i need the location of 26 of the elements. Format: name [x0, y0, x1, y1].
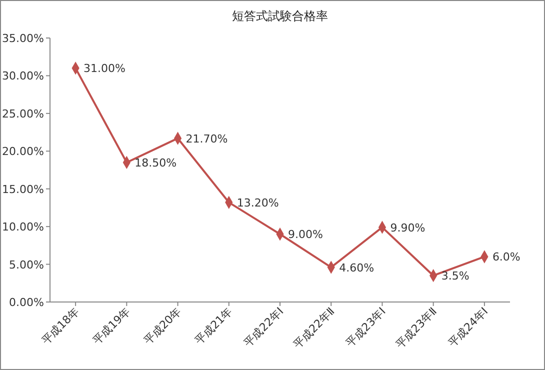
data-label: 21.70% — [186, 132, 228, 146]
x-tick-label: 平成24年Ⅰ — [446, 304, 491, 350]
data-label: 4.60% — [339, 261, 374, 274]
data-label: 9.00% — [288, 228, 323, 242]
y-tick-label: 35.00% — [2, 32, 44, 45]
x-tick-label: 平成22年Ⅰ — [241, 304, 286, 350]
data-label: 31.00% — [84, 62, 126, 76]
y-tick-label: 0.00% — [9, 296, 44, 309]
y-tick-label: 30.00% — [2, 70, 44, 83]
data-label: 18.50% — [134, 156, 177, 170]
data-label: 6.0% — [492, 250, 520, 264]
chart-title: 短答式試験合格率 — [232, 9, 328, 23]
x-tick-label: 平成20年 — [141, 304, 184, 348]
data-label: 13.20% — [236, 196, 279, 210]
x-tick-label: 平成21年 — [192, 304, 236, 348]
x-tick-label: 平成23年Ⅱ — [393, 304, 440, 352]
x-tick-label: 平成23年Ⅰ — [344, 304, 388, 350]
data-label: 9.90% — [390, 221, 426, 234]
y-tick-label: 25.00% — [2, 107, 44, 120]
x-tick-label: 平成19年 — [90, 304, 133, 348]
data-label: 3.5% — [441, 270, 470, 283]
y-tick-label: 15.00% — [2, 182, 44, 196]
y-tick-label: 10.00% — [2, 220, 44, 234]
x-tick-label: 平成22年Ⅱ — [290, 304, 338, 352]
y-tick-label: 20.00% — [2, 145, 44, 158]
y-tick-label: 5.00% — [9, 258, 44, 272]
